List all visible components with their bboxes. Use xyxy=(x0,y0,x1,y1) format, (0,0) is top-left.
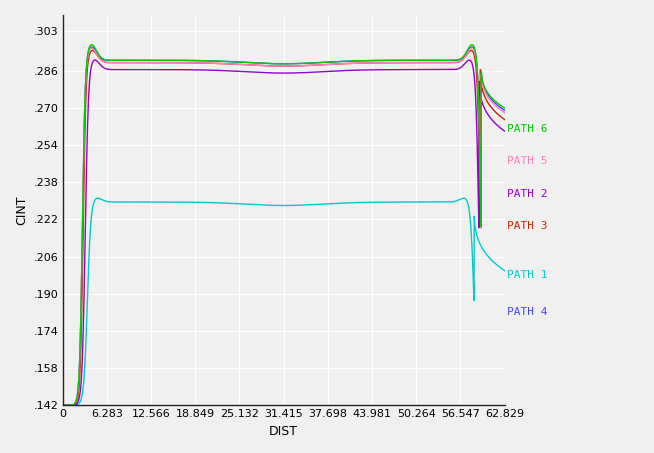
Text: PATH 3: PATH 3 xyxy=(507,222,547,231)
Y-axis label: CINT: CINT xyxy=(15,195,28,225)
Text: PATH 2: PATH 2 xyxy=(507,189,547,199)
X-axis label: DIST: DIST xyxy=(269,425,298,438)
Text: PATH 5: PATH 5 xyxy=(507,156,547,166)
Text: PATH 4: PATH 4 xyxy=(507,307,547,318)
Text: PATH 1: PATH 1 xyxy=(507,270,547,280)
Text: PATH 6: PATH 6 xyxy=(507,124,547,134)
